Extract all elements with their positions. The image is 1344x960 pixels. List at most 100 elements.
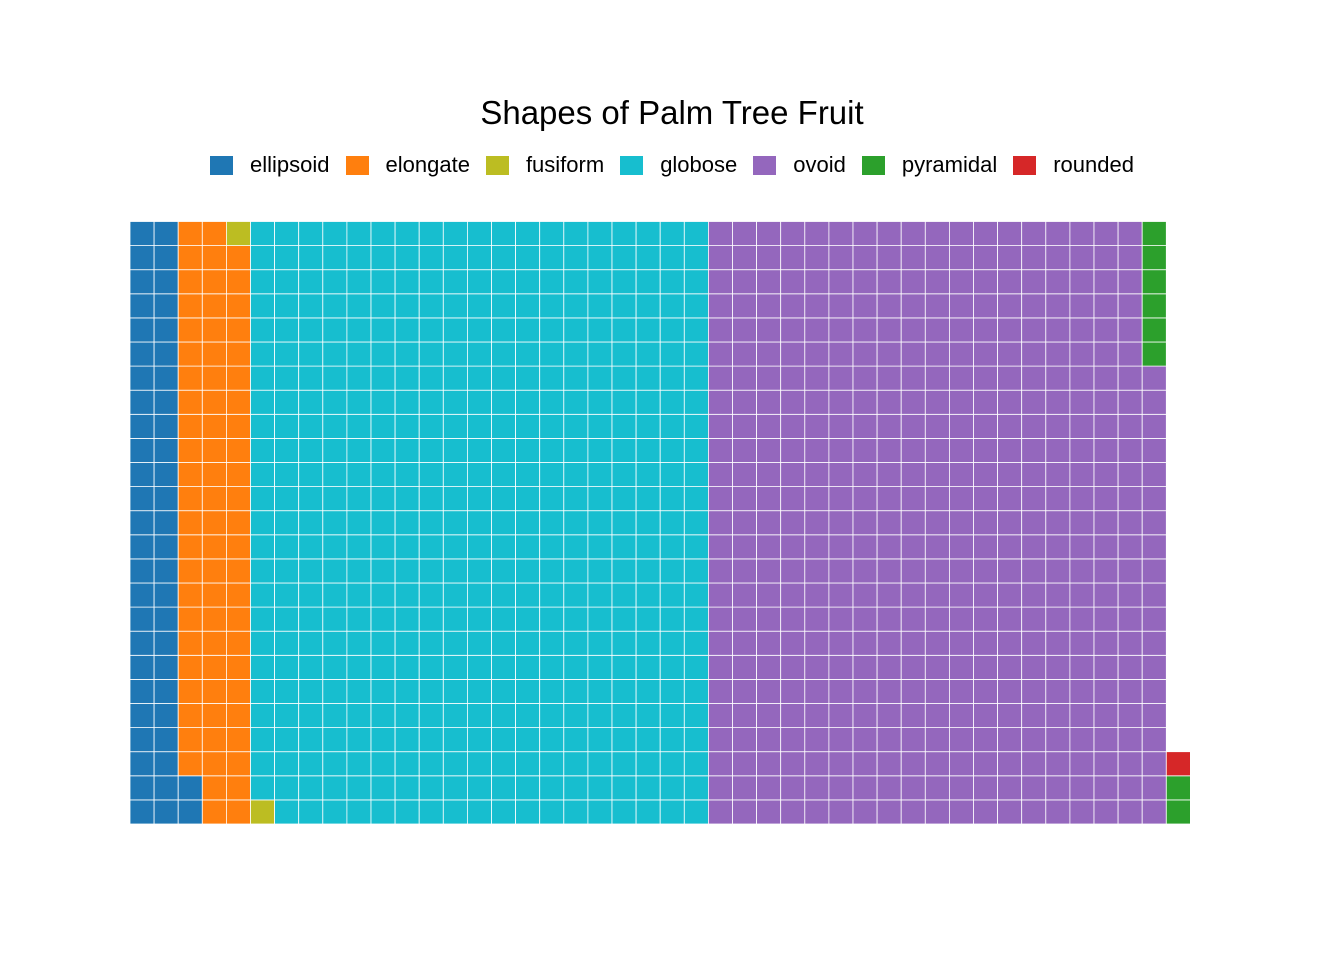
waffle-cell-ovoid [780,582,806,608]
waffle-cell-globose [298,558,324,584]
waffle-cell-globose [683,582,709,608]
waffle-cell-globose [683,679,709,704]
waffle-cell-ovoid [732,221,758,247]
waffle-cell-globose [298,679,324,704]
waffle-cell-globose [250,486,276,512]
waffle-cell-globose [611,630,637,656]
waffle-cell-elongate [177,606,203,632]
waffle-cell-ovoid [876,486,902,512]
waffle-cell-ovoid [1117,703,1143,729]
waffle-cell-ovoid [1069,727,1095,753]
waffle-cell-globose [466,437,492,463]
waffle-cell-ovoid [1045,799,1071,825]
waffle-cell-globose [539,751,565,777]
waffle-cell-globose [611,317,637,343]
waffle-cell-ovoid [732,293,758,319]
waffle-cell-globose [442,413,468,439]
waffle-cell-globose [515,462,541,488]
waffle-cell-ovoid [924,775,950,801]
waffle-cell-ellipsoid [153,534,179,560]
waffle-cell-ovoid [997,437,1023,463]
waffle-cell-ovoid [780,510,806,536]
waffle-cell-globose [635,630,661,656]
waffle-cell-ovoid [949,558,974,584]
waffle-cell-globose [250,727,276,753]
waffle-cell-ovoid [876,317,902,343]
waffle-cell-globose [635,751,661,777]
waffle-cell-globose [683,751,709,777]
waffle-cell-globose [298,582,324,608]
waffle-cell-ovoid [1141,462,1167,488]
waffle-cell-ovoid [780,365,806,391]
waffle-cell-globose [491,413,517,439]
waffle-cell-globose [539,654,565,680]
waffle-cell-globose [346,751,372,777]
waffle-cell-ovoid [804,389,830,415]
waffle-cell-globose [466,486,492,512]
waffle-cell-globose [394,703,420,729]
legend-item-pyramidal: pyramidal [861,152,997,178]
waffle-cell-globose [635,413,661,439]
waffle-cell-globose [466,630,492,656]
waffle-cell-ovoid [900,341,926,367]
waffle-cell-ovoid [756,413,782,439]
waffle-cell-ellipsoid [129,775,155,801]
waffle-cell-globose [298,389,324,415]
waffle-cell-globose [322,775,348,801]
waffle-cell-globose [298,269,324,295]
waffle-cell-ovoid [1045,606,1071,632]
waffle-cell-globose [635,654,661,680]
waffle-cell-ovoid [756,365,782,391]
waffle-cell-ovoid [732,679,758,704]
waffle-cell-globose [370,293,396,319]
waffle-cell-ovoid [1117,245,1143,271]
waffle-cell-globose [659,703,685,729]
waffle-cell-globose [322,606,348,632]
waffle-cell-ovoid [973,606,999,632]
waffle-cell-ellipsoid [153,437,179,463]
waffle-cell-ovoid [804,606,830,632]
waffle-cell-ovoid [732,703,758,729]
waffle-cell-globose [635,221,661,247]
waffle-cell-ovoid [852,221,878,247]
waffle-cell-globose [298,365,324,391]
waffle-cell-ovoid [1021,799,1047,825]
waffle-cell-globose [418,775,444,801]
waffle-cell-globose [322,582,348,608]
waffle-cell-ovoid [1021,413,1047,439]
waffle-cell-ovoid [997,365,1023,391]
waffle-cell-globose [322,799,348,825]
waffle-cell-ovoid [732,341,758,367]
waffle-cell-globose [370,269,396,295]
waffle-cell-ovoid [949,679,974,704]
waffle-cell-globose [491,510,517,536]
waffle-cell-elongate [225,317,251,343]
legend-label-elongate: elongate [385,152,470,177]
waffle-cell-globose [322,365,348,391]
waffle-cell-globose [491,341,517,367]
waffle-cell-ellipsoid [129,606,155,632]
waffle-cell-ellipsoid [129,799,155,825]
waffle-cell-ovoid [1141,413,1167,439]
waffle-cell-globose [611,679,637,704]
waffle-cell-ovoid [828,775,854,801]
waffle-cell-elongate [225,341,251,367]
waffle-cell-ovoid [1021,317,1047,343]
waffle-cell-globose [298,437,324,463]
waffle-cell-elongate [201,534,227,560]
waffle-cell-ovoid [1117,341,1143,367]
waffle-cell-ovoid [924,510,950,536]
waffle-cell-ovoid [1093,317,1119,343]
waffle-cell-ovoid [804,269,830,295]
waffle-cell-globose [587,245,613,271]
waffle-cell-ovoid [1117,389,1143,415]
waffle-cell-ovoid [780,534,806,560]
waffle-cell-ovoid [973,462,999,488]
waffle-cell-ovoid [1045,269,1071,295]
waffle-cell-elongate [201,269,227,295]
waffle-cell-globose [515,558,541,584]
waffle-cell-ovoid [804,558,830,584]
waffle-cell-ovoid [924,727,950,753]
waffle-cell-ovoid [876,341,902,367]
waffle-cell-ovoid [973,727,999,753]
